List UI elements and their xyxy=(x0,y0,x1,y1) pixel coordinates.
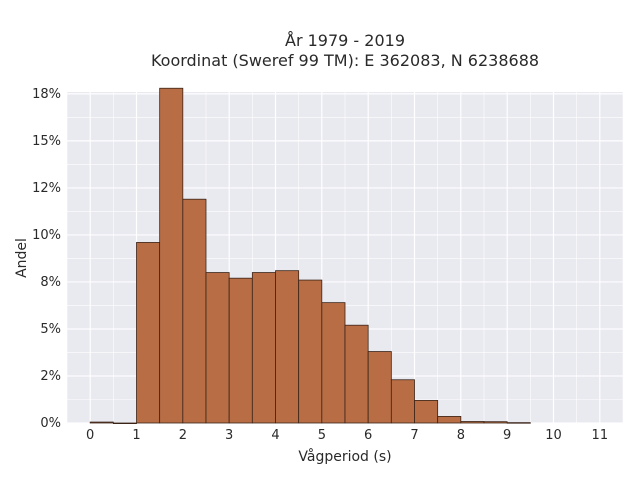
x-tick-label: 7 xyxy=(410,428,418,443)
x-tick-label: 9 xyxy=(503,428,511,443)
y-axis-ticks: 0% 2% 5% 8% 10% 12% 15% 18% xyxy=(32,87,61,431)
histogram-bar-7 xyxy=(251,272,276,424)
x-tick-label: 6 xyxy=(364,428,372,443)
x-tick-label: 3 xyxy=(225,428,233,443)
y-tick-label: 15% xyxy=(32,134,61,149)
x-tick-label: 8 xyxy=(457,428,465,443)
y-tick-label: 2% xyxy=(40,369,61,384)
histogram-bar-18 xyxy=(506,422,531,424)
histogram-bar-1 xyxy=(112,422,137,425)
chart-title-line1: År 1979 - 2019 xyxy=(285,31,405,50)
histogram-bar-10 xyxy=(321,302,346,424)
y-tick-label: 0% xyxy=(40,416,61,431)
histogram-bar-0 xyxy=(89,421,114,424)
histogram-bar-13 xyxy=(390,379,415,424)
bars-group xyxy=(89,87,531,425)
histogram-bar-14 xyxy=(414,400,439,424)
x-axis-label: Vågperiod (s) xyxy=(298,448,391,465)
histogram-bar-5 xyxy=(205,272,230,424)
histogram-bar-11 xyxy=(344,324,369,424)
y-axis-label: Andel xyxy=(14,238,30,278)
y-tick-label: 10% xyxy=(32,228,61,243)
histogram-bar-4 xyxy=(182,198,207,424)
y-tick-label: 8% xyxy=(40,275,61,290)
x-tick-label: 4 xyxy=(271,428,279,443)
histogram-bar-2 xyxy=(136,242,161,424)
histogram-bar-17 xyxy=(483,421,508,424)
x-tick-label: 11 xyxy=(592,428,609,443)
histogram-bar-16 xyxy=(460,421,485,424)
x-tick-label: 1 xyxy=(132,428,140,443)
y-tick-label: 12% xyxy=(32,181,61,196)
x-axis-ticks: 0 1 2 3 4 5 6 7 8 9 10 11 xyxy=(86,428,608,443)
x-tick-label: 10 xyxy=(545,428,562,443)
x-tick-label: 5 xyxy=(318,428,326,443)
y-tick-label: 18% xyxy=(32,87,61,102)
chart-title-line2: Koordinat (Sweref 99 TM): E 362083, N 62… xyxy=(151,51,539,70)
x-tick-label: 0 xyxy=(86,428,94,443)
histogram-bar-6 xyxy=(228,277,253,424)
histogram-bar-8 xyxy=(275,270,300,424)
histogram-bar-3 xyxy=(159,87,184,424)
y-tick-label: 5% xyxy=(40,322,61,337)
histogram-bar-15 xyxy=(437,416,462,424)
histogram-bar-12 xyxy=(367,351,392,424)
histogram-bar-9 xyxy=(298,279,323,424)
x-tick-label: 2 xyxy=(179,428,187,443)
